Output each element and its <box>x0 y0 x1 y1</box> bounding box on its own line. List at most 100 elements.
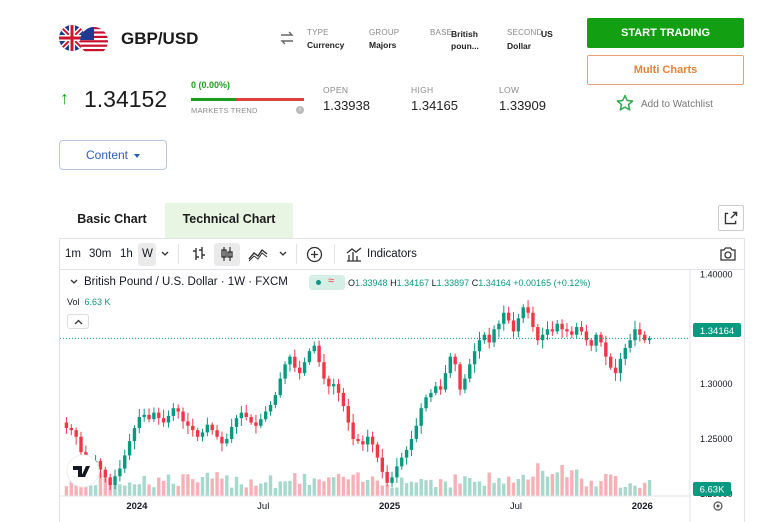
volume-bar <box>312 478 316 496</box>
camera-icon[interactable] <box>718 245 738 263</box>
candle <box>574 322 579 339</box>
bar-chart-type-icon[interactable] <box>190 245 208 263</box>
info-icon[interactable]: i <box>296 106 304 114</box>
interval-w[interactable]: W <box>142 248 153 260</box>
content-dropdown[interactable]: Content <box>59 140 167 170</box>
candle <box>492 325 496 347</box>
volume-bar <box>356 472 360 496</box>
volume-bar <box>540 470 545 496</box>
candle <box>103 466 108 483</box>
candle <box>555 319 559 334</box>
volume-bar <box>278 481 282 496</box>
volume-bar <box>341 476 346 496</box>
multi-charts-button[interactable]: Multi Charts <box>587 55 744 85</box>
interval-1h[interactable]: 1h <box>120 248 133 260</box>
volume-bar <box>361 481 365 496</box>
gbp-usd-flag-icon <box>59 25 108 55</box>
volume-bar <box>643 482 647 496</box>
area-chart-type-icon[interactable] <box>247 245 269 263</box>
add-to-watchlist-link[interactable]: Add to Watchlist <box>641 99 713 110</box>
volume-bar <box>511 482 516 496</box>
candle <box>259 413 263 429</box>
tab-basic-chart[interactable]: Basic Chart <box>77 212 147 226</box>
candle <box>502 305 506 331</box>
volume-bar <box>215 472 219 496</box>
indicators-button[interactable]: Indicators <box>367 248 417 260</box>
collapse-legend-button[interactable] <box>67 314 89 329</box>
candle <box>511 311 516 338</box>
candle <box>332 378 336 395</box>
chevron-down-icon[interactable] <box>278 250 288 258</box>
legend-symbol-title: British Pound / U.S. Dollar · 1W · FXCM <box>84 276 288 288</box>
volume-bar <box>84 480 88 496</box>
candle <box>536 323 540 345</box>
volume-bar <box>259 483 263 496</box>
volume-bar <box>404 483 409 496</box>
volume-bar <box>322 481 326 496</box>
tab-technical-chart[interactable]: Technical Chart <box>165 203 293 238</box>
candle <box>346 398 350 431</box>
candle <box>434 381 438 396</box>
candle <box>283 361 287 384</box>
candle <box>497 320 501 338</box>
chevron-down-icon[interactable] <box>160 250 170 258</box>
volume-bar <box>205 472 210 496</box>
volume-bar <box>400 477 404 496</box>
candle <box>647 335 652 345</box>
indicators-icon[interactable] <box>345 246 363 263</box>
swap-icon[interactable] <box>278 31 296 45</box>
candle <box>526 300 530 319</box>
candle <box>472 343 477 373</box>
stat-low-value: 1.33909 <box>499 98 546 113</box>
candle <box>229 418 234 443</box>
candle <box>166 410 171 428</box>
volume-bar <box>297 483 302 496</box>
candle <box>438 379 443 395</box>
candle <box>273 391 278 409</box>
volume-bar <box>161 480 166 496</box>
settings-icon[interactable] <box>713 501 723 511</box>
chevron-down-icon[interactable] <box>68 276 80 288</box>
volume-bar <box>332 477 336 496</box>
candle <box>395 457 399 483</box>
candle <box>341 387 346 412</box>
candle <box>157 407 161 425</box>
volume-bar <box>516 478 521 496</box>
meta-type-label: TYPE <box>307 28 329 37</box>
candle <box>113 469 117 490</box>
volume-bar <box>531 476 535 496</box>
volume-bar <box>346 479 350 496</box>
candle <box>161 409 166 427</box>
meta-group-value: Majors <box>369 40 397 50</box>
candle <box>327 375 331 395</box>
candlestick-type-icon[interactable] <box>218 245 236 263</box>
candle <box>74 427 78 445</box>
chart-toolbar <box>60 239 744 270</box>
volume-bar <box>468 477 472 496</box>
market-status-badge: ≈ <box>309 275 345 290</box>
interval-30m[interactable]: 30m <box>89 248 112 260</box>
candle <box>317 340 321 367</box>
candle <box>205 417 210 437</box>
volume-bar <box>599 481 603 496</box>
time-tick-label: 2025 <box>379 501 401 512</box>
expand-icon[interactable] <box>718 205 744 231</box>
volume-bar <box>434 487 438 496</box>
volume-bar <box>618 487 623 496</box>
chevron-up-icon <box>74 319 83 325</box>
volume-bar <box>633 485 637 496</box>
markets-trend-bar <box>191 98 304 101</box>
start-trading-button[interactable]: START TRADING <box>587 18 744 48</box>
volume-bar <box>103 472 108 496</box>
add-compare-icon[interactable] <box>306 246 323 263</box>
candle <box>443 365 448 393</box>
last-price-label: 1.34164 <box>700 326 734 337</box>
star-icon[interactable] <box>616 94 634 112</box>
candle <box>239 406 244 427</box>
stat-low-label: LOW <box>499 85 520 95</box>
interval-1m[interactable]: 1m <box>65 248 81 260</box>
volume-bar <box>536 463 540 496</box>
volume-bar <box>200 477 205 496</box>
candle <box>176 404 180 419</box>
